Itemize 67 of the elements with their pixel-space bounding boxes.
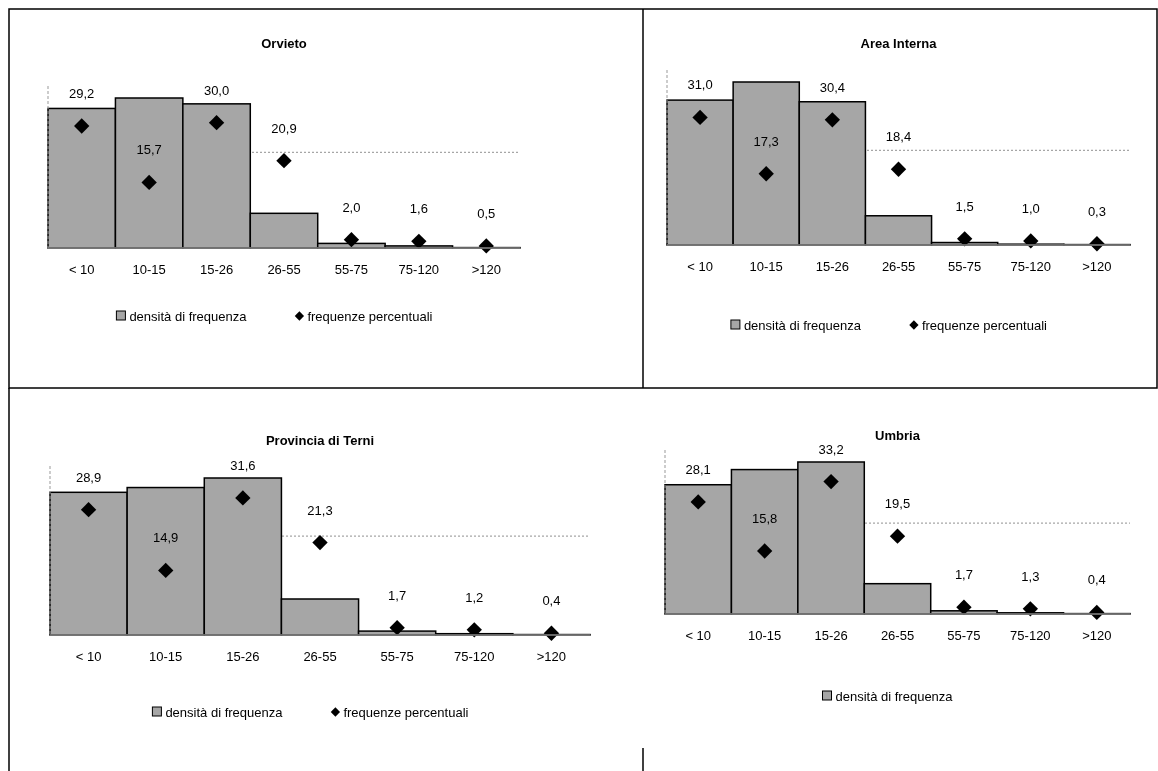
x-tick-label: 15-26 <box>199 262 234 277</box>
data-label: 20,9 <box>271 120 297 136</box>
x-tick-label: >120 <box>471 262 501 277</box>
data-label: 28,1 <box>685 461 711 477</box>
legend-label: densità di frequenza <box>743 318 862 333</box>
chart-title: Umbria <box>875 428 921 443</box>
chart-title: Area Interna <box>860 36 938 51</box>
legend-label: densità di frequenza <box>129 309 248 324</box>
data-label: 1,0 <box>1021 200 1040 216</box>
data-label: 1,2 <box>465 589 484 605</box>
x-tick-label: 75-120 <box>1010 259 1052 274</box>
x-tick-label: 75-120 <box>454 649 495 664</box>
data-label: 0,4 <box>1087 572 1106 588</box>
data-label: 19,5 <box>884 496 911 512</box>
data-label: 1,7 <box>954 567 973 583</box>
data-label: 28,9 <box>75 469 102 485</box>
chart-title: Orvieto <box>261 36 307 51</box>
x-tick-label: >120 <box>1082 259 1112 274</box>
x-tick-label: 15-26 <box>226 649 260 664</box>
x-tick-label: >120 <box>536 649 567 664</box>
legend-label: densità di frequenza <box>165 705 284 720</box>
x-tick-label: 26-55 <box>267 262 301 277</box>
x-tick-label: 75-120 <box>398 262 440 277</box>
x-tick-label: 26-55 <box>881 259 916 274</box>
x-tick-label: 55-75 <box>947 628 981 643</box>
data-label: 30,0 <box>203 82 230 98</box>
data-label: 33,2 <box>818 441 844 457</box>
x-tick-label: < 10 <box>75 649 102 664</box>
data-label: 31,0 <box>687 77 713 93</box>
x-tick-label: >120 <box>1082 628 1112 643</box>
data-label: 1,6 <box>409 201 428 217</box>
data-label: 31,6 <box>230 457 256 473</box>
data-label: 21,3 <box>307 502 333 518</box>
data-label: 1,5 <box>955 198 974 214</box>
x-tick-label: < 10 <box>685 628 712 643</box>
data-label: 30,4 <box>819 79 846 95</box>
data-label: 17,3 <box>753 133 779 149</box>
data-label: 29,2 <box>69 85 95 101</box>
data-label: 18,4 <box>885 129 912 145</box>
data-label: 0,3 <box>1087 203 1106 219</box>
data-label: 15,8 <box>751 510 778 526</box>
legend-label: densità di frequenza <box>835 689 954 704</box>
data-label: 1,3 <box>1021 568 1040 584</box>
legend-label: frequenze percentuali <box>921 318 1048 333</box>
x-tick-label: 10-15 <box>748 628 782 643</box>
x-tick-label: 10-15 <box>749 259 783 274</box>
x-tick-label: 75-120 <box>1010 628 1051 643</box>
data-label: 1,7 <box>388 587 407 603</box>
x-tick-label: 15-26 <box>814 628 848 643</box>
legend-label: frequenze percentuali <box>307 309 433 324</box>
x-tick-label: < 10 <box>687 259 713 274</box>
x-tick-label: 26-55 <box>303 649 337 664</box>
data-label: 15,7 <box>136 142 162 158</box>
chart-title: Provincia di Terni <box>265 433 375 448</box>
x-tick-label: 55-75 <box>334 262 369 277</box>
x-tick-label: 10-15 <box>132 262 166 277</box>
x-tick-label: 15-26 <box>815 259 849 274</box>
data-label: 2,0 <box>342 199 361 215</box>
data-label: 0,5 <box>477 205 496 221</box>
x-tick-label: 55-75 <box>948 259 982 274</box>
legend-label: frequenze percentuali <box>343 705 469 720</box>
x-tick-label: 10-15 <box>149 649 183 664</box>
x-tick-label: 55-75 <box>380 649 414 664</box>
data-label: 14,9 <box>153 530 179 546</box>
x-tick-label: < 10 <box>68 262 95 277</box>
x-tick-label: 26-55 <box>880 628 915 643</box>
data-label: 0,4 <box>542 593 561 609</box>
